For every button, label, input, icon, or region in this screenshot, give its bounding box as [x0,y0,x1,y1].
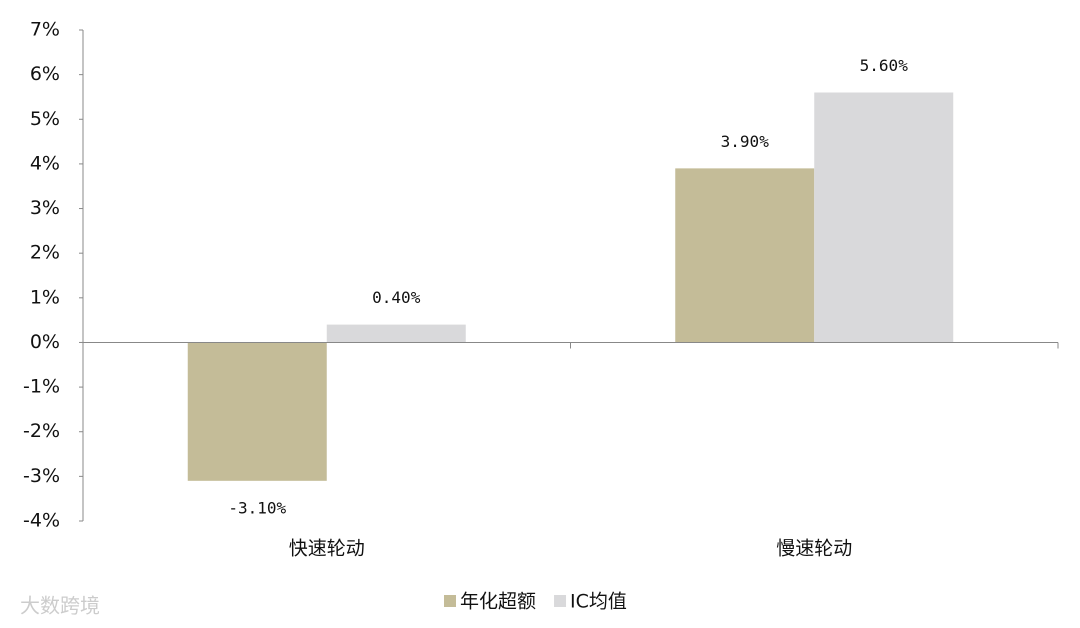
y-tick-label: -2% [23,420,60,442]
bar [326,324,466,343]
legend-label: IC均值 [570,591,627,613]
bar [187,342,327,481]
y-tick-label: 4% [30,152,60,174]
y-tick-label: 5% [30,108,60,130]
legend-label: 年化超额 [460,591,536,613]
bar [675,168,815,343]
y-tick-label: 6% [30,63,60,85]
y-tick-label: 2% [30,242,60,264]
x-tick-label: 慢速轮动 [776,538,852,560]
y-tick-label: -1% [23,376,60,398]
legend-swatch [554,595,567,607]
value-label: 0.40% [372,288,421,307]
y-tick-label: 3% [30,197,60,219]
value-label: -3.10% [228,498,286,517]
y-tick-label: 7% [30,19,60,41]
y-tick-label: 1% [30,286,60,308]
legend-swatch [444,595,456,607]
y-tick-label: -3% [23,465,60,487]
bar [814,92,954,343]
x-tick-label: 快速轮动 [289,538,365,560]
watermark: 大数跨境 [20,594,100,618]
y-tick-label: 0% [30,331,60,353]
y-tick-label: -4% [23,510,60,532]
value-label: 3.90% [721,132,770,151]
value-label: 5.60% [860,56,909,75]
